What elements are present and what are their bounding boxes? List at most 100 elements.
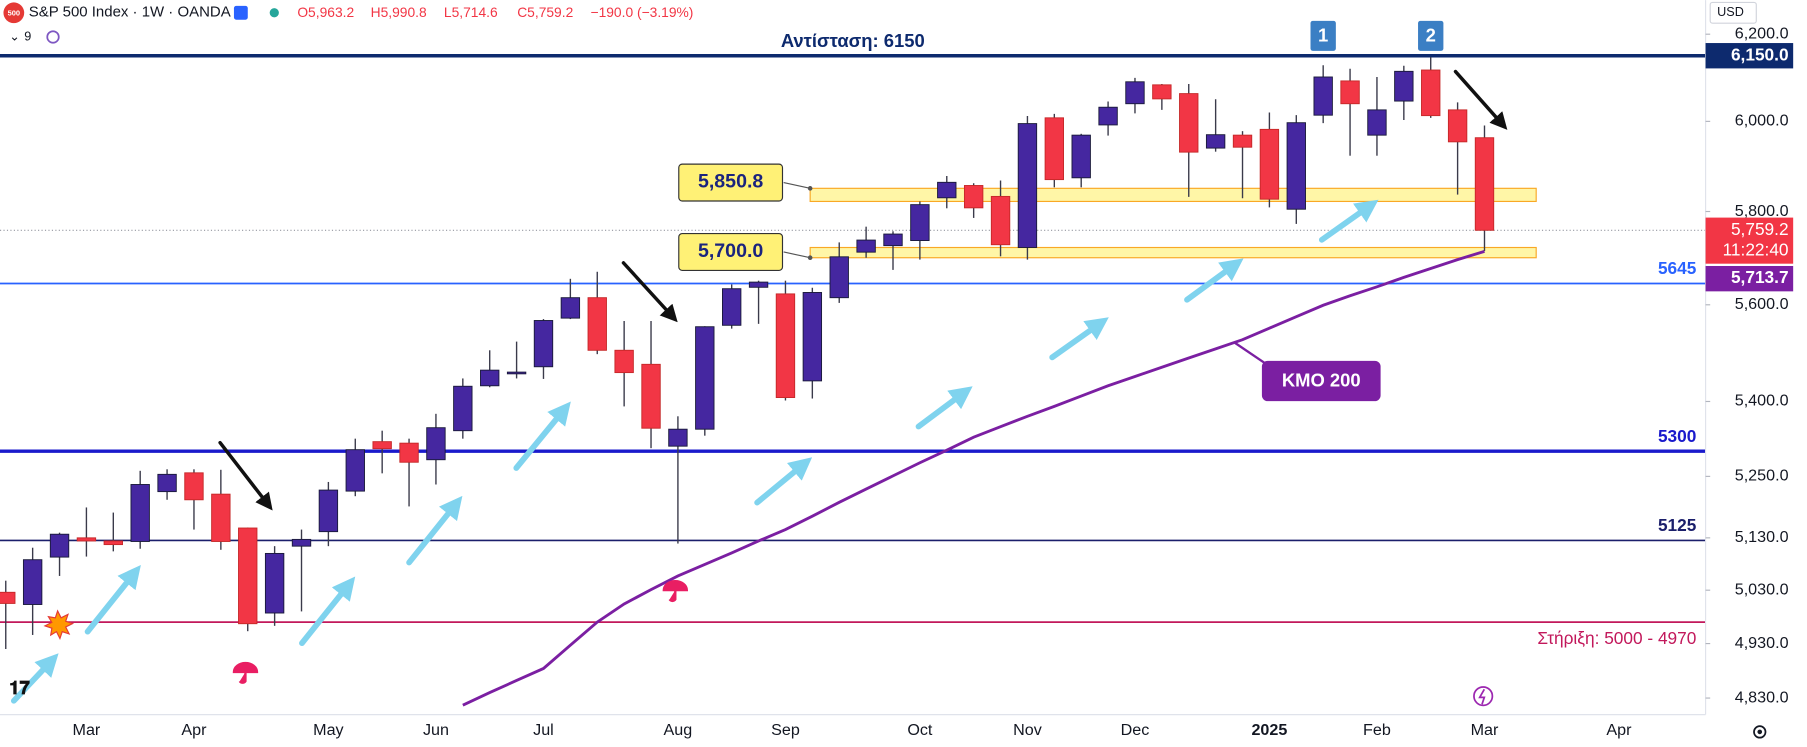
- candle-body: [1205, 134, 1226, 149]
- y-tick-label: 5,600.0: [1735, 295, 1789, 313]
- candle-body: [1179, 93, 1199, 153]
- legend-header: 500 S&P 500 Index · 1W · OANDA O5,963.2 H…: [3, 2, 693, 44]
- candle-body: [560, 297, 581, 319]
- level-label: 5125: [1658, 515, 1697, 535]
- x-tick-label: Mar: [73, 721, 101, 739]
- candle-body: [1017, 123, 1038, 248]
- y-tick-label: 6,200.0: [1735, 24, 1789, 42]
- annotations: 𝟏𝟕 1 2 Αντίσταση: 6150 5645 5300 5125 Στήριξη:…: [9, 20, 1697, 707]
- candle-body: [1421, 69, 1441, 117]
- candle-body: [1313, 76, 1333, 116]
- candle-body: [130, 484, 150, 542]
- candle-body: [1286, 122, 1306, 210]
- wave-marker-label: 1: [1318, 24, 1328, 45]
- ohlc-item: O5,963.2: [297, 3, 354, 19]
- arrow: [299, 576, 356, 647]
- candle-body: [399, 442, 419, 463]
- arrow: [1184, 258, 1244, 303]
- ohlc-values: O5,963.2 H5,990.8 L5,714.6 C5,759.2 −190.0 (…: [297, 3, 693, 19]
- candle-body: [1232, 134, 1253, 148]
- arrow: [513, 401, 571, 471]
- y-tick-label: 5,800.0: [1735, 202, 1789, 220]
- arrow: [218, 440, 273, 511]
- candle-body: [668, 428, 688, 447]
- last-price-box: [1705, 217, 1794, 264]
- x-tick-label: Jun: [423, 721, 449, 739]
- burst-icon: [43, 609, 75, 641]
- arrow: [10, 653, 59, 704]
- event-icon: [1473, 686, 1494, 707]
- level-label: Αντίσταση: 6150: [781, 30, 925, 51]
- arrow: [1318, 199, 1379, 243]
- settings-icon[interactable]: [1753, 725, 1767, 739]
- flag-icon[interactable]: [233, 5, 248, 20]
- candle-body: [372, 441, 392, 450]
- support-zone: [809, 187, 1537, 203]
- x-tick-label: Mar: [1471, 721, 1499, 739]
- candle-body: [1152, 84, 1172, 100]
- gear-center[interactable]: [1757, 729, 1763, 735]
- candle-body: [722, 288, 742, 326]
- candle-body: [22, 559, 43, 605]
- x-tick-label: Jul: [533, 721, 554, 739]
- countdown-label: 11:22:40: [1723, 240, 1789, 260]
- candle-body: [1259, 128, 1280, 200]
- candle-body: [937, 181, 957, 199]
- cyan-arrows: [10, 199, 1379, 704]
- arrow: [1453, 69, 1508, 130]
- x-tick-label: Nov: [1013, 721, 1042, 739]
- wave-marker: [1418, 20, 1444, 51]
- event-icon-bolt: [1478, 688, 1486, 705]
- candle-body: [1474, 137, 1495, 231]
- candle-body: [614, 349, 634, 374]
- candle-body: [1394, 70, 1414, 102]
- candle-body: [506, 371, 527, 375]
- y-tick-label: 5,400.0: [1735, 392, 1789, 410]
- zone-anchor: [807, 255, 813, 261]
- zone-anchor: [807, 186, 813, 191]
- currency[interactable]: USD: [1717, 5, 1744, 19]
- arrow: [1049, 317, 1109, 361]
- candle-body: [910, 204, 930, 242]
- status-dot: [269, 8, 279, 18]
- candle-body: [748, 281, 769, 288]
- symbol-title[interactable]: S&P 500 Index · 1W · OANDA: [29, 4, 231, 21]
- candle-body: [291, 538, 312, 547]
- candle-body: [453, 385, 473, 432]
- candle-body: [184, 472, 204, 501]
- zone-label: 5,700.0: [698, 240, 763, 262]
- icons: 𝟏𝟕: [9, 580, 1494, 707]
- indicator-icon[interactable]: [46, 30, 60, 44]
- ohlc-item: H5,990.8: [371, 3, 427, 19]
- candle-body: [264, 552, 285, 614]
- indicator-count[interactable]: 9: [24, 29, 31, 43]
- x-tick-label: Feb: [1363, 721, 1391, 739]
- candle-body: [76, 537, 97, 542]
- candle-body: [990, 195, 1011, 246]
- level-axis-label: 6,150.0: [1731, 44, 1789, 64]
- candle-body: [1367, 109, 1387, 136]
- candle-body: [1340, 80, 1360, 105]
- currency-box[interactable]: [1709, 1, 1757, 24]
- level-axis-box: [1705, 43, 1794, 69]
- tv-logo: 𝟏𝟕: [9, 677, 30, 698]
- x-tick-label: 2025: [1251, 721, 1287, 739]
- candle-body: [480, 369, 500, 387]
- support-zone: [809, 246, 1537, 259]
- level-label: 5300: [1658, 426, 1696, 446]
- black-arrows: [218, 69, 1508, 511]
- candle-body: [238, 527, 258, 625]
- arrow: [84, 565, 141, 635]
- candle-body: [802, 292, 823, 382]
- y-tick-label: 4,830.0: [1735, 688, 1789, 706]
- moving-average-line: [462, 249, 1485, 707]
- gear[interactable]: [1753, 725, 1767, 739]
- collapse-toggle[interactable]: ⌄: [9, 29, 20, 43]
- candle-body: [587, 297, 607, 351]
- symbol-logo: [3, 2, 25, 24]
- candle-body: [0, 591, 16, 604]
- umbrella-icon: [662, 580, 688, 603]
- ohlc-item: L5,714.6: [444, 3, 498, 19]
